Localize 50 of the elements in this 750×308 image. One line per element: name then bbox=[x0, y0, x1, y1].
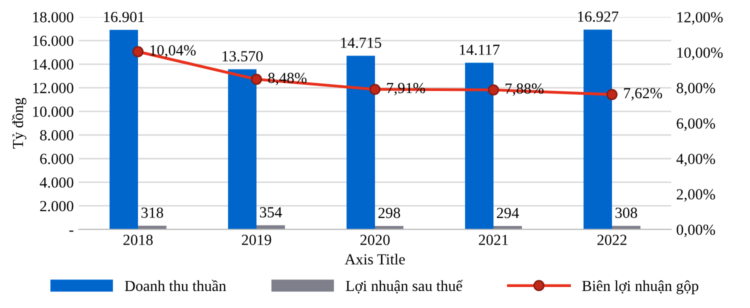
bar bbox=[584, 30, 612, 230]
y-axis-title: Tỷ đồng bbox=[12, 98, 26, 149]
y-tick-label: 8.000 bbox=[40, 130, 74, 141]
bar bbox=[138, 226, 166, 230]
y2-tick-label: 0,00% bbox=[676, 224, 716, 238]
y2-tick-label: 6,00% bbox=[676, 118, 716, 131]
y-tick-label: - bbox=[69, 230, 74, 232]
x-axis-title: Axis Title bbox=[344, 254, 405, 264]
data-label: 294 bbox=[496, 208, 519, 218]
x-tick-label: 2020 bbox=[360, 234, 390, 246]
data-label: 16.927 bbox=[578, 12, 618, 22]
data-label: 13.570 bbox=[222, 51, 263, 62]
y-tick-label: 2.000 bbox=[40, 200, 74, 212]
data-label: 10,04% bbox=[150, 45, 196, 58]
x-tick-label: 2018 bbox=[123, 234, 153, 246]
y-tick-label: 18.000 bbox=[33, 12, 74, 22]
bar bbox=[465, 62, 494, 230]
data-label: 14.715 bbox=[341, 38, 382, 48]
y-tick-label: 12.000 bbox=[33, 82, 74, 94]
data-label: 7,62% bbox=[624, 88, 662, 101]
point bbox=[369, 84, 381, 95]
y2-tick-label: 2,00% bbox=[676, 189, 716, 202]
bar bbox=[110, 30, 138, 230]
y2-tick-label: 12,00% bbox=[677, 12, 723, 25]
data-label: 14.117 bbox=[460, 44, 500, 56]
y2-tick-label: 4,00% bbox=[676, 154, 716, 166]
data-label: 16.901 bbox=[104, 12, 144, 22]
legend-label: Lợi nhuận sau thuế bbox=[346, 280, 463, 294]
y-tick-label: 10.000 bbox=[33, 106, 74, 117]
point bbox=[488, 84, 500, 96]
data-label: 318 bbox=[141, 208, 164, 218]
y-tick-label: 14.000 bbox=[33, 59, 74, 70]
data-label: 354 bbox=[260, 207, 282, 218]
y-tick-label: 16.000 bbox=[33, 36, 74, 46]
legend-label: Doanh thu thuần bbox=[124, 280, 226, 292]
point bbox=[606, 88, 618, 100]
y2-tick-label: 10,00% bbox=[677, 48, 723, 60]
y-tick-label: 4.000 bbox=[40, 177, 74, 188]
x-tick-label: 2019 bbox=[242, 234, 272, 246]
bar bbox=[346, 56, 375, 230]
point bbox=[250, 74, 262, 85]
bar bbox=[228, 69, 256, 230]
x-tick-label: 2021 bbox=[478, 234, 508, 246]
data-label: 298 bbox=[378, 208, 400, 218]
x-tick-label: 2022 bbox=[597, 234, 626, 246]
legend-label: Biên lợi nhuận gộp bbox=[582, 280, 698, 294]
data-label: 308 bbox=[615, 208, 638, 218]
y2-tick-label: 8,00% bbox=[676, 82, 716, 96]
y-tick-label: 6.000 bbox=[40, 154, 74, 164]
point bbox=[132, 46, 144, 58]
